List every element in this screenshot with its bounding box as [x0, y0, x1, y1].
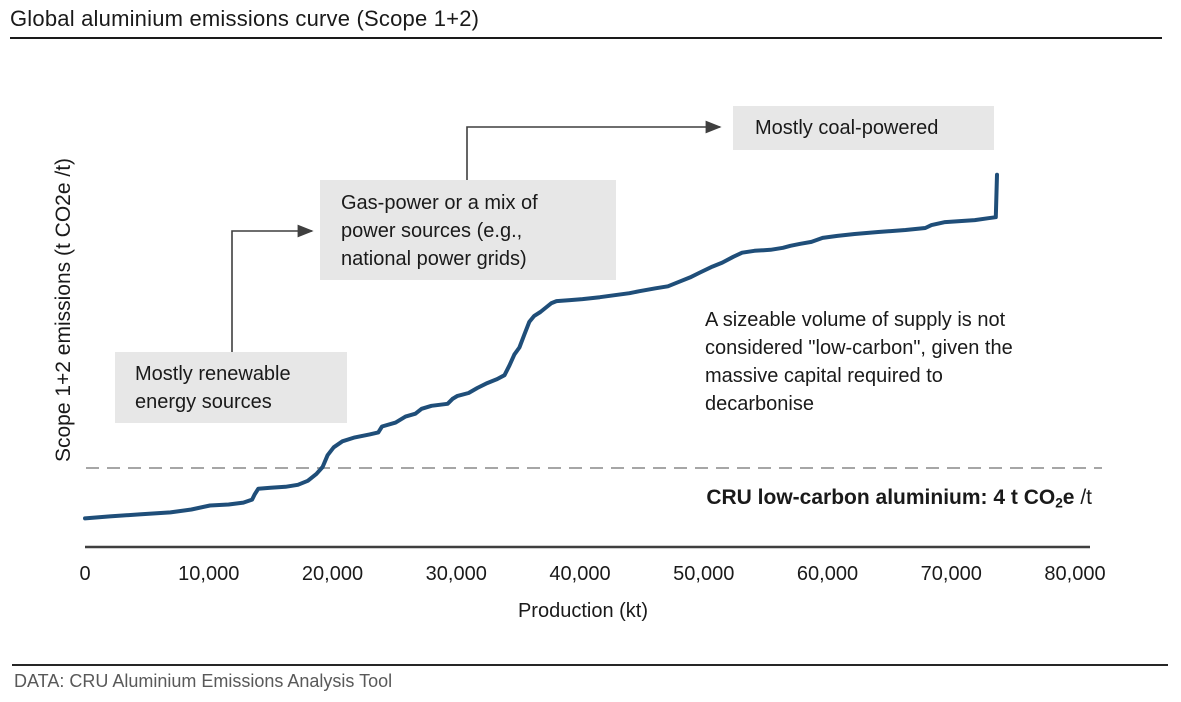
- annotation-renewable: Mostly renewable energy sources: [115, 352, 347, 423]
- coal-connector-arrow: [466, 120, 722, 180]
- annotation-gas: Gas-power or a mix of power sources (e.g…: [320, 180, 616, 280]
- x-tick-label: 40,000: [549, 563, 611, 585]
- renewable-connector-arrow: [231, 224, 314, 352]
- x-tick-label: 0: [79, 563, 91, 585]
- x-tick-label: 30,000: [425, 563, 487, 585]
- annotation-coal: Mostly coal-powered: [733, 106, 994, 150]
- data-source-note: DATA: CRU Aluminium Emissions Analysis T…: [14, 671, 393, 691]
- threshold-label-unit: /t: [1074, 486, 1092, 509]
- page-title: Global aluminium emissions curve (Scope …: [10, 6, 480, 31]
- threshold-label-main: CRU low-carbon aluminium: 4 t CO: [706, 486, 1056, 509]
- x-tick-label: 20,000: [301, 563, 364, 585]
- x-axis-label: Production (kt): [517, 600, 649, 622]
- emissions-curve: [83, 172, 999, 521]
- note-not-low-carbon: A sizeable volume of supply is not consi…: [705, 309, 1013, 415]
- x-tick-label: 60,000: [796, 563, 859, 585]
- threshold-label-suffix: e: [1062, 486, 1075, 509]
- x-tick-labels: 0 10,000 20,000 30,000 40,000 50,000 60,000 70,…: [0, 563, 1181, 589]
- footer-divider: [12, 664, 1168, 666]
- x-tick-label: 50,000: [673, 563, 735, 585]
- x-tick-label: 70,000: [920, 563, 982, 585]
- title-underline: [10, 37, 1162, 39]
- x-tick-label: 10,000: [178, 563, 240, 585]
- x-tick-label: 80,000: [1044, 563, 1106, 585]
- threshold-label-subscript: 2: [1055, 495, 1063, 511]
- low-carbon-threshold-label: CRU low-carbon aluminium: 4 t CO2e /t: [706, 486, 1092, 510]
